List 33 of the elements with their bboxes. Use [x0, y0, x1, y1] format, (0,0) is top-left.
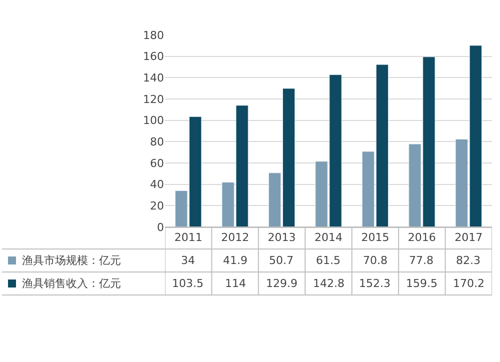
x-tick-label: 2017	[454, 231, 483, 244]
data-label: 129.9	[266, 277, 298, 290]
x-tick-label: 2012	[221, 231, 250, 244]
x-tick-label: 2011	[174, 231, 202, 244]
y-tick-label: 0	[157, 220, 164, 234]
data-label: 159.5	[406, 277, 438, 290]
x-tick-label: 2014	[314, 231, 342, 244]
data-label: 34	[181, 254, 195, 267]
y-tick-label: 20	[150, 200, 164, 213]
data-label: 41.9	[223, 254, 248, 267]
data-label: 114	[225, 277, 246, 290]
data-label: 61.5	[316, 254, 340, 267]
legend-label: 渔具市场规模：亿元	[22, 254, 121, 267]
data-label: 152.3	[359, 277, 390, 290]
x-tick-label: 2015	[361, 231, 390, 244]
data-label: 82.3	[456, 254, 480, 267]
data-label: 70.8	[363, 254, 388, 267]
data-label: 103.5	[172, 277, 204, 290]
y-tick-label: 120	[143, 92, 164, 106]
y-tick-label: 140	[143, 72, 164, 85]
y-tick-label: 160	[143, 50, 164, 64]
x-tick-label: 2013	[268, 231, 296, 244]
data-label: 50.7	[269, 254, 294, 267]
y-tick-label: 80	[150, 136, 164, 149]
data-label: 142.8	[313, 277, 344, 290]
y-tick-label: 60	[150, 156, 164, 170]
y-tick-label: 180	[143, 28, 164, 42]
data-label: 170.2	[453, 277, 484, 290]
legend-label: 渔具销售收入：亿元	[22, 277, 121, 290]
y-tick-label: 40	[150, 178, 164, 192]
x-tick-label: 2016	[408, 231, 436, 244]
data-label: 77.8	[409, 254, 434, 267]
y-tick-label: 100	[143, 114, 164, 128]
